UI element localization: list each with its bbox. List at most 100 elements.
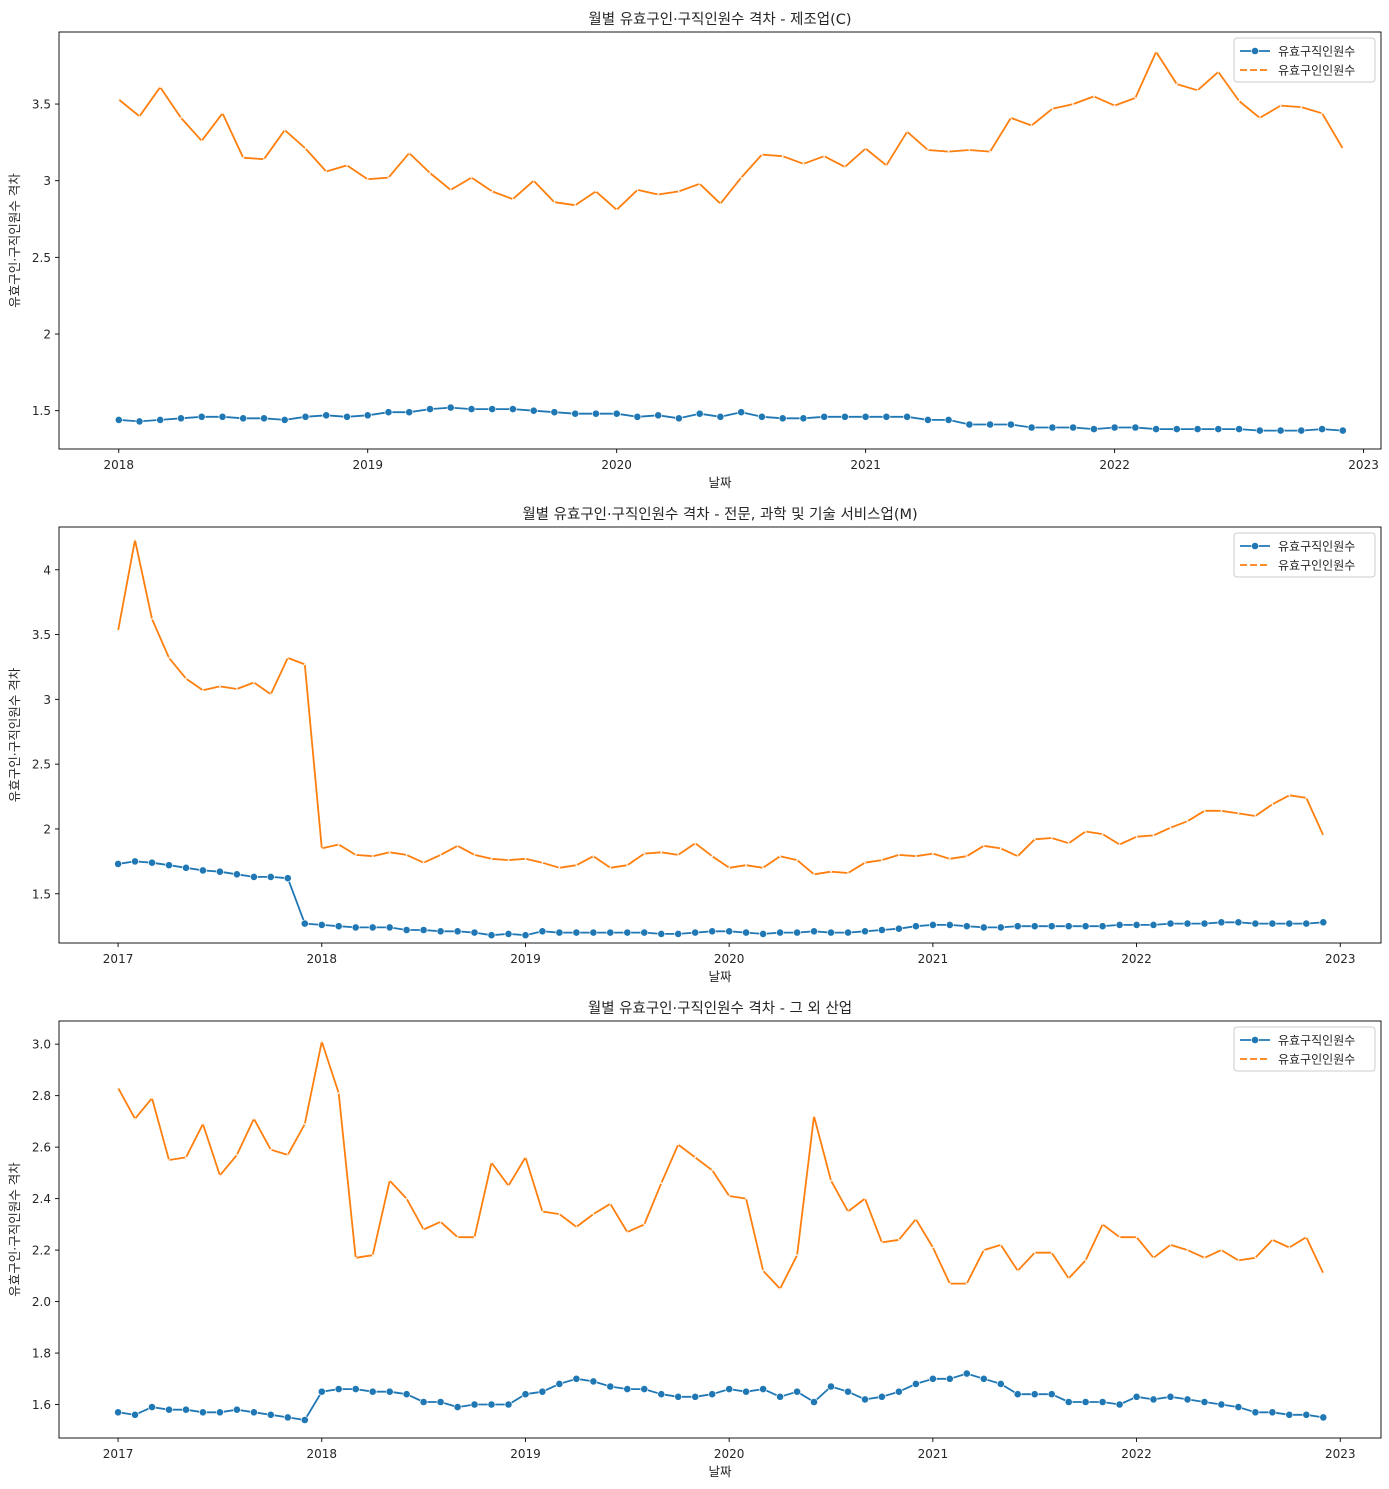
- x-tick-label: 2019: [352, 458, 383, 472]
- data-point: [1193, 425, 1202, 433]
- data-point: [847, 1210, 849, 1213]
- data-point: [1321, 112, 1323, 115]
- data-point: [198, 1408, 207, 1417]
- data-point: [1135, 835, 1138, 838]
- data-point: [691, 928, 700, 937]
- data-point: [260, 414, 268, 423]
- series-line-1: [117, 1372, 1324, 1421]
- data-point: [135, 417, 144, 426]
- legend-label: 유효구인인원수: [1278, 64, 1355, 78]
- y-tick-label: 3.5: [32, 98, 51, 112]
- data-point: [470, 1400, 479, 1409]
- data-point: [725, 927, 734, 936]
- plot-area-frame: [58, 1020, 1382, 1439]
- data-point: [1033, 838, 1036, 841]
- data-point: [148, 858, 156, 867]
- x-axis-label: 날짜: [708, 475, 732, 490]
- data-point: [626, 864, 629, 867]
- data-point: [151, 618, 153, 620]
- data-point: [371, 855, 374, 858]
- data-point: [1271, 1238, 1274, 1241]
- data-point: [538, 927, 547, 936]
- data-point: [615, 208, 618, 211]
- data-point: [1255, 426, 1264, 435]
- data-point: [1254, 1256, 1257, 1259]
- data-point: [1217, 918, 1226, 927]
- data-point: [1069, 423, 1077, 432]
- data-point: [388, 1179, 391, 1182]
- data-point: [1064, 922, 1073, 931]
- data-point: [446, 403, 455, 412]
- y-axis-label: 유효구인·구직인원수 격차: [7, 667, 22, 802]
- data-point: [114, 415, 123, 424]
- data-point: [796, 859, 798, 861]
- data-point: [366, 178, 369, 181]
- data-point: [1013, 1390, 1022, 1399]
- data-point: [737, 408, 746, 417]
- data-point: [654, 411, 663, 420]
- data-point: [185, 1156, 187, 1159]
- data-point: [371, 1254, 374, 1257]
- data-point: [473, 1236, 476, 1239]
- data-point: [303, 1123, 306, 1125]
- data-point: [182, 1405, 190, 1414]
- data-point: [558, 866, 561, 869]
- data-point: [263, 158, 265, 161]
- data-point: [470, 176, 473, 179]
- data-point: [982, 844, 985, 847]
- data-point: [758, 412, 766, 421]
- data-point: [1214, 425, 1223, 433]
- series-line-2: [117, 1040, 1325, 1290]
- x-tick-label: 2018: [103, 458, 134, 472]
- data-point: [944, 415, 953, 424]
- y-tick-label: 2: [43, 328, 51, 342]
- data-point: [504, 1400, 513, 1409]
- data-point: [1200, 919, 1209, 928]
- data-point: [453, 1403, 462, 1411]
- data-point: [1030, 1390, 1039, 1399]
- data-point: [408, 152, 411, 155]
- data-point: [882, 412, 891, 421]
- x-tick-label: 2018: [306, 1447, 337, 1461]
- data-point: [1152, 1256, 1155, 1259]
- data-point: [1203, 809, 1206, 812]
- data-point: [799, 414, 808, 423]
- data-point: [490, 1161, 493, 1164]
- data-point: [165, 861, 173, 870]
- data-point: [507, 859, 510, 861]
- y-tick-label: 2.5: [32, 251, 51, 265]
- data-point: [215, 1408, 224, 1417]
- data-point: [823, 155, 826, 158]
- data-point: [927, 149, 929, 151]
- data-point: [643, 1223, 646, 1226]
- data-point: [623, 1385, 632, 1393]
- data-point: [711, 1169, 714, 1172]
- data-point: [962, 922, 971, 931]
- data-point: [1118, 843, 1121, 846]
- data-point: [1271, 803, 1274, 806]
- data-point: [1081, 1398, 1090, 1406]
- legend-marker: [1251, 542, 1259, 550]
- data-point: [1183, 919, 1192, 928]
- data-point: [762, 866, 764, 869]
- data-point: [317, 1387, 326, 1396]
- data-point: [1093, 95, 1095, 98]
- chart-panel-1: 월별 유효구인·구직인원수 격차 - 제조업(C) 2018 2019 2020 202…: [7, 11, 1382, 490]
- data-point: [1302, 1410, 1311, 1419]
- data-point: [236, 688, 238, 690]
- data-point: [300, 1416, 309, 1424]
- data-point: [351, 1385, 360, 1393]
- chart-title: 월별 유효구인·구직인원수 격차 - 전문, 과학 및 기술 서비스업(M): [522, 506, 917, 523]
- data-point: [695, 409, 704, 418]
- data-point: [1090, 425, 1098, 433]
- data-point: [269, 1148, 272, 1151]
- y-tick-label: 2: [43, 822, 51, 836]
- data-point: [719, 202, 722, 205]
- data-point: [117, 1087, 119, 1089]
- data-point: [1183, 1395, 1192, 1404]
- data-point: [898, 1238, 900, 1241]
- data-point: [660, 1182, 663, 1185]
- data-point: [864, 147, 867, 150]
- data-point: [202, 689, 204, 692]
- data-point: [180, 117, 182, 119]
